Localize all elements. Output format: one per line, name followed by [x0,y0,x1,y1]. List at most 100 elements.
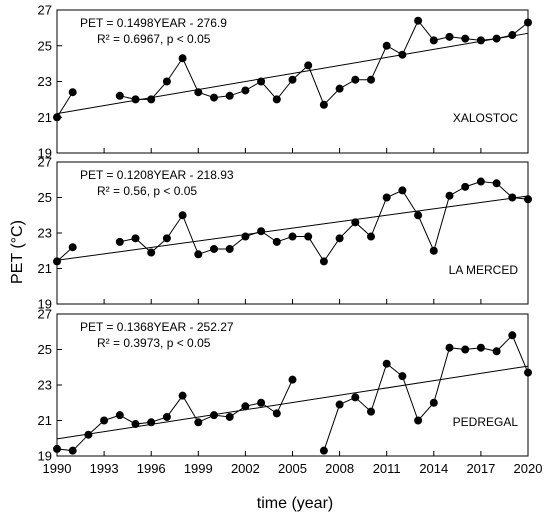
data-point [241,86,250,95]
data-point [524,195,532,204]
data-point [225,412,234,421]
y-tick-label: 25 [38,38,52,53]
y-tick-label: 27 [38,307,52,322]
data-point [319,446,328,455]
data-point [115,91,124,100]
data-point [492,347,501,356]
data-point [335,84,344,93]
data-point [476,177,485,186]
data-point [68,88,77,97]
y-tick-label: 25 [38,342,52,357]
data-point [429,246,438,255]
data-point [194,88,203,97]
data-point [272,409,281,418]
data-point [508,31,517,40]
trend-line [56,195,529,261]
data-point [508,193,517,202]
data-point [445,32,454,41]
data-point [351,218,360,227]
data-point [210,93,218,102]
y-tick-label: 21 [38,261,52,276]
data-point [257,227,266,236]
x-tick-label: 1996 [137,461,166,476]
data-point [445,343,454,352]
panel-pedregal: 19 21 23 25 27 1990 1993 1996 1999 2002 2005 2008 20… [38,307,543,477]
data-point [524,18,532,27]
data-point [210,411,218,420]
data-point [429,398,438,407]
data-point [53,257,61,266]
data-point [272,237,281,246]
x-tick-label: 1990 [43,461,72,476]
data-point [147,95,156,104]
data-point [335,400,344,409]
x-tick-label: 2002 [231,461,260,476]
data-point [398,186,407,195]
series-line [56,91,74,118]
data-point [304,232,313,241]
y-tick-label: 23 [38,378,52,393]
data-point [461,345,470,354]
data-point [319,100,328,109]
data-point [351,75,360,84]
data-point [131,420,140,429]
regression-equation: PET = 0.1368YEAR - 252.27 [80,320,234,334]
data-point [162,234,171,243]
station-label: XALOSTOC [453,111,518,125]
x-tick-label: 2008 [325,461,354,476]
data-point [131,234,140,243]
data-point [147,418,156,427]
data-point [398,50,407,59]
x-tick-label: 1993 [90,461,119,476]
panel-la-merced: 19 21 23 25 27 PET = 0.1208YEAR - 218.93 R² = … [38,155,532,312]
station-label: LA MERCED [449,263,519,277]
data-point [241,402,250,411]
data-point [319,257,328,266]
x-tick-label: 2017 [466,461,495,476]
data-point [288,75,297,84]
data-point [351,393,360,402]
x-tick-label: 2020 [514,461,543,476]
data-point [476,36,485,45]
y-tick-label: 21 [38,413,52,428]
data-point [225,91,234,100]
data-point [367,407,375,416]
data-point [367,232,375,241]
data-point [131,95,140,104]
regression-stats: R² = 0.56, p < 0.05 [97,184,197,198]
data-point [382,193,391,202]
data-point [257,398,266,407]
regression-equation: PET = 0.1208YEAR - 218.93 [80,168,234,182]
x-tick-label: 2014 [419,461,448,476]
data-point [304,61,313,70]
data-point [272,95,281,104]
data-point [115,237,124,246]
y-tick-label: 27 [38,155,52,170]
data-point [53,113,61,122]
data-point [178,211,187,220]
data-point [414,211,423,220]
y-tick-label: 19 [38,449,52,464]
y-tick-label: 23 [38,226,52,241]
y-tick-label: 23 [38,74,52,89]
data-point [210,244,218,253]
y-tick-label: 25 [38,190,52,205]
data-point [178,391,187,400]
data-point [414,16,423,25]
data-point [476,343,485,352]
panel-xalostoc: 19 21 23 25 27 PET = 0.1498YEAR - 276.9 R² = 0… [38,3,532,161]
data-point [241,232,250,241]
regression-equation: PET = 0.1498YEAR - 276.9 [80,16,227,30]
data-point [382,359,391,368]
data-point [461,182,470,191]
x-tick-label: 2005 [278,461,307,476]
data-point [288,232,297,241]
data-point [492,34,501,43]
data-point [178,54,187,63]
y-tick-label: 19 [38,297,52,312]
data-point [100,416,109,425]
regression-stats: R² = 0.3973, p < 0.05 [97,336,211,350]
data-point [524,368,532,377]
x-axis-label: time (year) [257,495,333,512]
